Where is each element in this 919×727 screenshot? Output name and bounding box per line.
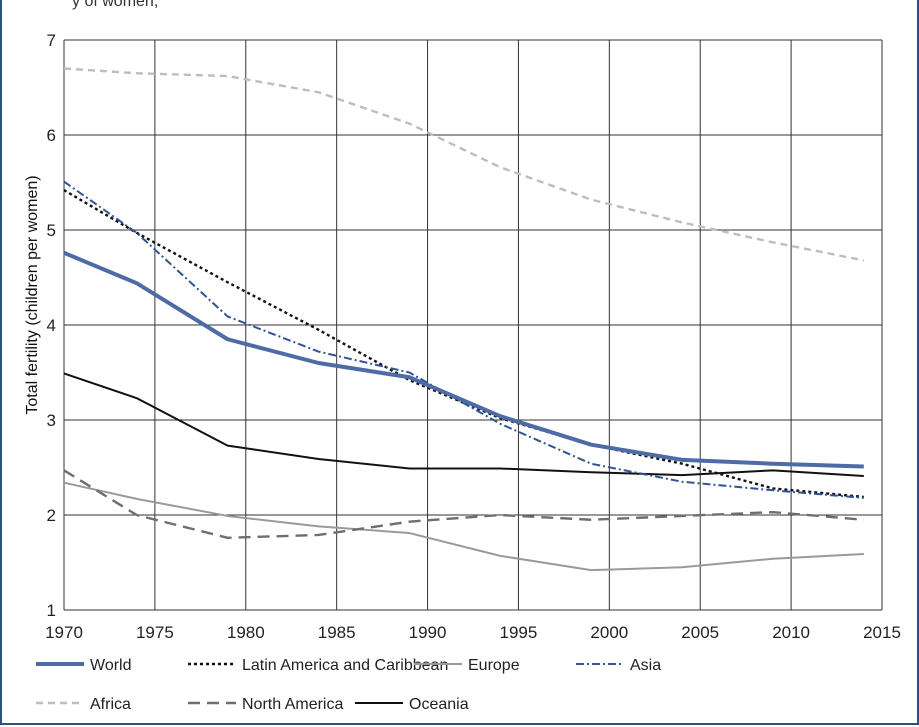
x-tick-label: 1985 bbox=[318, 623, 356, 642]
y-tick-label: 6 bbox=[47, 126, 56, 145]
legend: World Latin America and Caribbean Europe As… bbox=[36, 657, 661, 713]
grid-lines bbox=[63, 39, 883, 611]
y-tick-label: 2 bbox=[47, 506, 56, 525]
series-line-europe bbox=[63, 481, 864, 572]
legend-label-world: World bbox=[90, 657, 132, 674]
series-lines bbox=[63, 67, 865, 572]
series-line-latin-america-and-caribbean bbox=[63, 189, 864, 499]
legend-label-asia: Asia bbox=[630, 657, 661, 674]
x-tick-label: 1995 bbox=[500, 623, 538, 642]
x-tick-label: 1975 bbox=[136, 623, 174, 642]
x-tick-label: 1980 bbox=[227, 623, 265, 642]
x-tick-label: 2015 bbox=[863, 623, 901, 642]
series-line-north-america bbox=[63, 469, 864, 539]
x-tick-label: 2000 bbox=[590, 623, 628, 642]
y-tick-label: 4 bbox=[47, 316, 56, 335]
y-tick-label: 3 bbox=[47, 411, 56, 430]
y-tick-label: 5 bbox=[47, 221, 56, 240]
legend-label-europe: Europe bbox=[468, 657, 520, 674]
x-tick-label: 2005 bbox=[681, 623, 719, 642]
x-tick-label: 1970 bbox=[45, 623, 83, 642]
legend-label-north-america: North America bbox=[242, 696, 343, 713]
y-axis-title: Total fertility (children per women) bbox=[24, 175, 41, 414]
series-line-oceania bbox=[63, 372, 864, 478]
series-line-asia bbox=[63, 180, 864, 499]
x-tick-labels: 1970 1975 1980 1985 1990 1995 2000 2005 2010 2015 bbox=[45, 623, 901, 642]
y-tick-label: 1 bbox=[47, 601, 56, 620]
header-fragment: y of women, bbox=[72, 0, 158, 10]
y-tick-labels: 1 2 3 4 5 6 7 bbox=[47, 31, 56, 620]
series-line-world bbox=[63, 250, 864, 469]
legend-label-africa: Africa bbox=[90, 696, 131, 713]
x-tick-label: 1990 bbox=[409, 623, 447, 642]
series-line-africa bbox=[63, 67, 865, 262]
x-tick-label: 2010 bbox=[772, 623, 810, 642]
legend-label-oceania: Oceania bbox=[409, 696, 469, 713]
y-tick-label: 7 bbox=[47, 31, 56, 50]
legend-label-latin-america-and-caribbean: Latin America and Caribbean bbox=[242, 657, 448, 674]
